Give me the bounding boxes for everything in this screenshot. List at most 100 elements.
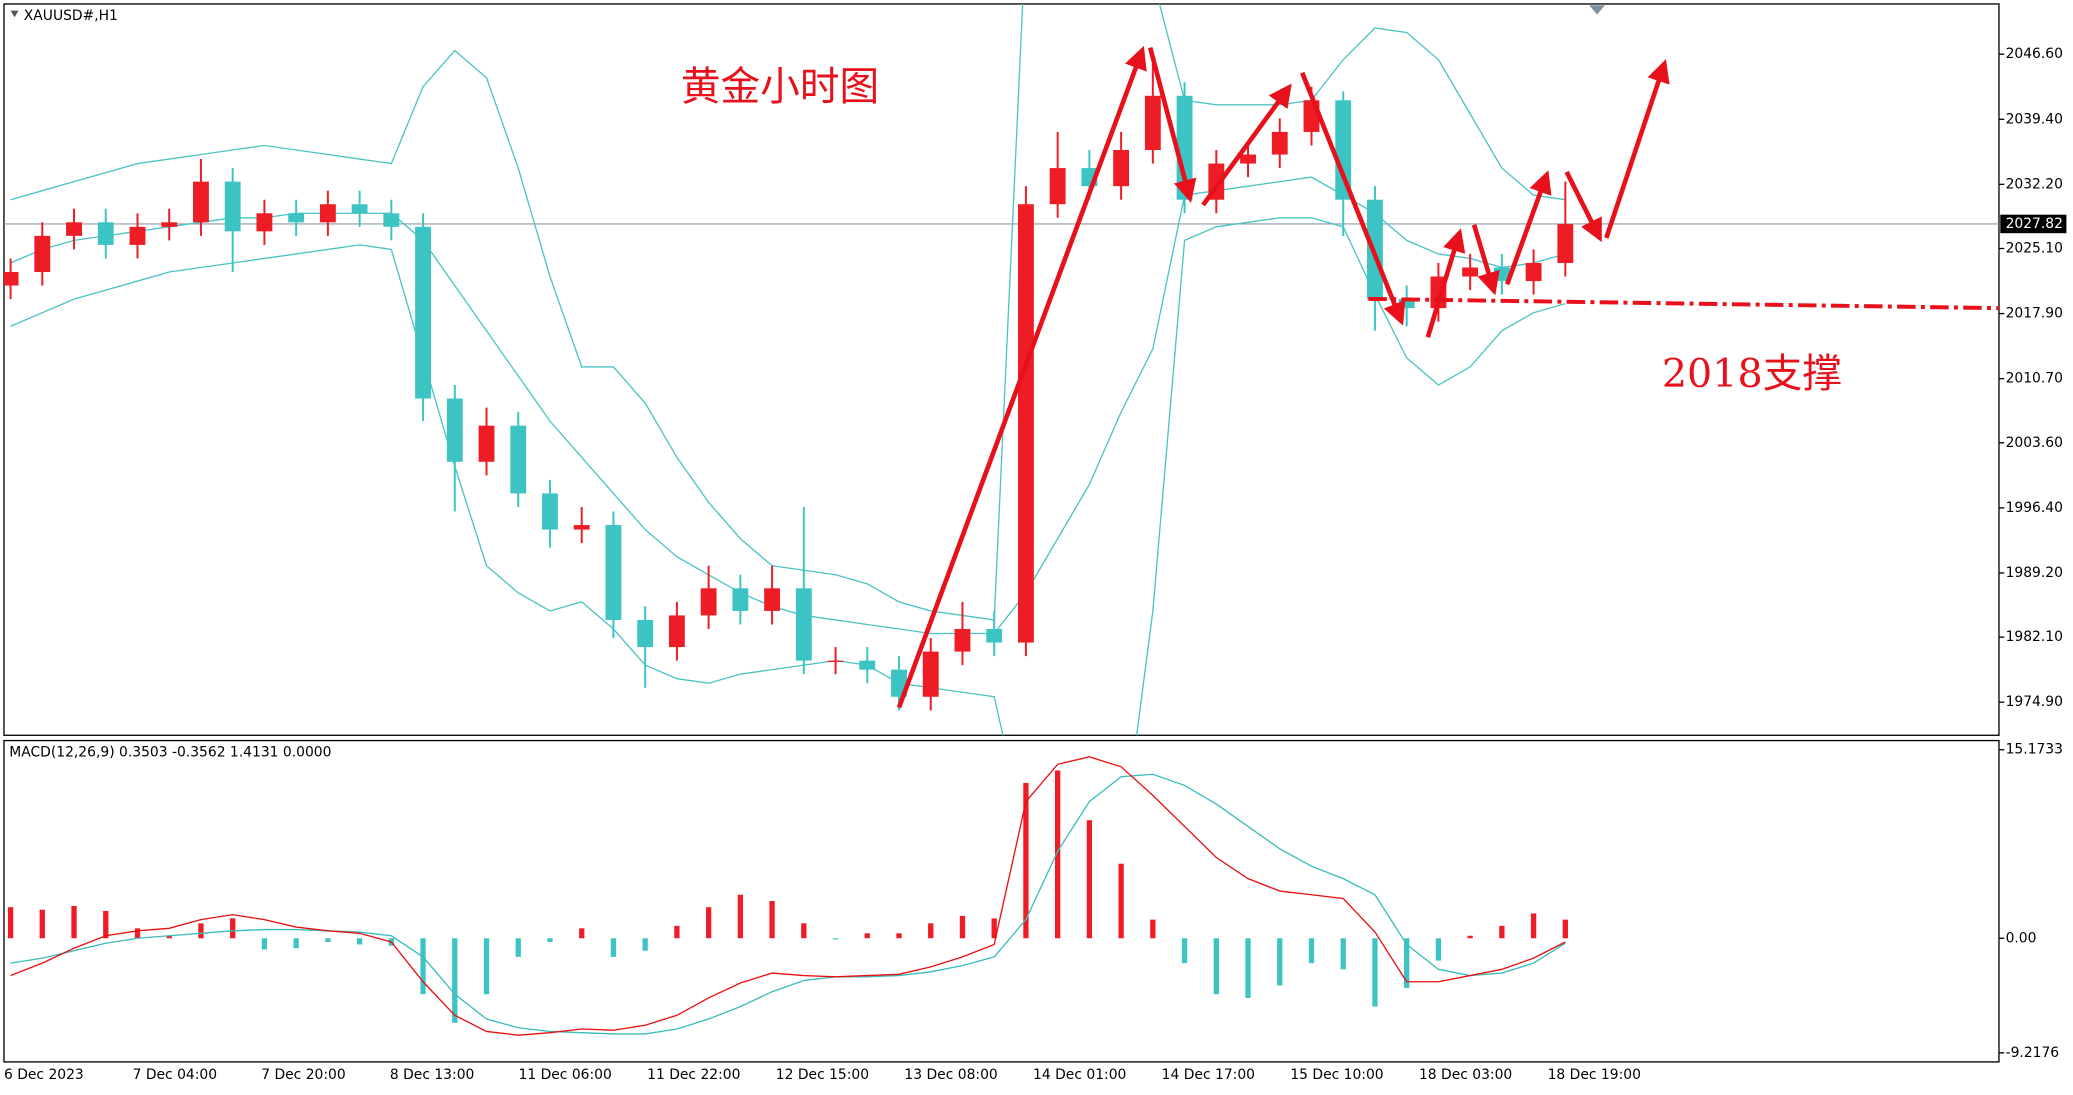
macd-bar <box>1150 919 1156 939</box>
trend-arrows <box>896 45 1670 709</box>
support-note: 2018支撑 <box>1662 351 1842 397</box>
macd-bar <box>1340 938 1346 970</box>
macd-bar <box>261 938 268 950</box>
macd-bar <box>325 938 331 942</box>
candle-body <box>859 660 876 670</box>
macd-bar <box>801 923 807 939</box>
macd-title: MACD(12,26,9) 0.3503 -0.3562 1.4131 0.00… <box>9 744 331 760</box>
y-tick-label: 0.00 <box>2006 930 2037 946</box>
x-tick-label: 18 Dec 03:00 <box>1419 1067 1512 1083</box>
x-tick-label: 8 Dec 13:00 <box>390 1067 474 1083</box>
y-tick-label: 2046.60 <box>2006 46 2063 62</box>
candle-body <box>891 669 907 697</box>
macd-line <box>10 756 1566 1036</box>
macd-bar <box>1213 938 1219 995</box>
candle-body <box>1398 299 1415 309</box>
candle-body <box>795 588 812 661</box>
macd-bar <box>103 910 109 939</box>
candle-body <box>97 222 114 245</box>
x-tick-label: 11 Dec 22:00 <box>647 1067 740 1083</box>
candle-body <box>732 588 749 611</box>
y-tick-label: 2025.10 <box>2006 241 2063 257</box>
macd-bar <box>198 923 204 939</box>
macd-bar <box>769 900 775 939</box>
macd-bar <box>39 909 45 939</box>
y-tick-label: 2010.70 <box>2006 371 2063 387</box>
macd-bar <box>896 933 902 939</box>
last-price-label: 2027.82 <box>2006 216 2063 232</box>
candle-body <box>1113 150 1130 187</box>
macd-bar <box>1372 938 1378 1007</box>
candle-body <box>1271 131 1288 155</box>
bollinger-lower <box>10 217 1566 736</box>
main-panel <box>3 3 2000 736</box>
candle-body <box>161 222 178 227</box>
candle-body <box>129 226 146 245</box>
candle-body <box>66 222 82 236</box>
candle-body <box>1557 224 1574 263</box>
y-tick-label: 1989.20 <box>2006 565 2063 581</box>
macd-bar <box>1245 938 1251 998</box>
macd-bar <box>1277 938 1283 986</box>
macd-panel <box>3 739 2000 1063</box>
x-tick-label: 7 Dec 04:00 <box>133 1067 217 1083</box>
y-tick-label: 1996.40 <box>2006 500 2063 516</box>
macd-bar <box>1086 820 1093 939</box>
macd-bar <box>7 907 14 939</box>
x-tick-label: 6 Dec 2023 <box>4 1067 84 1083</box>
macd-bar <box>705 907 712 939</box>
macd-bar <box>1055 770 1061 939</box>
candle-body <box>1335 100 1352 200</box>
x-tick-label: 11 Dec 06:00 <box>519 1067 612 1083</box>
x-tick-label: 18 Dec 19:00 <box>1548 1067 1641 1083</box>
candle-body <box>510 425 527 494</box>
candle-body <box>446 398 463 462</box>
candle-body <box>700 588 717 616</box>
macd-bar <box>832 938 839 940</box>
macd-bar <box>864 933 870 939</box>
candle-body <box>3 272 19 286</box>
y-tick-label: 2039.40 <box>2006 111 2063 127</box>
macd-bar <box>1435 938 1442 961</box>
macd-bar <box>134 928 141 939</box>
macd-bar <box>1562 919 1568 939</box>
candle-body <box>605 525 622 620</box>
candle-body <box>288 213 305 223</box>
last-price-box <box>2000 214 2067 234</box>
macd-bar <box>420 938 426 995</box>
x-tick-label: 13 Dec 08:00 <box>904 1067 997 1083</box>
candle-body <box>986 628 1003 643</box>
macd-bar <box>293 938 299 949</box>
macd-bar <box>230 918 236 939</box>
candle-body <box>319 204 336 223</box>
symbol-title: XAUUSD#,H1 <box>24 8 118 24</box>
candle-body <box>1462 267 1479 277</box>
y-tick-label: 1982.10 <box>2006 629 2063 645</box>
macd-bar <box>452 938 458 1023</box>
y-tick-label: 2017.90 <box>2006 306 2063 322</box>
axes: 2046.60 2039.40 2032.20 2025.10 2017.90 2010.… <box>4 46 2067 1083</box>
macd-bar <box>579 928 585 939</box>
candle-body <box>637 619 654 648</box>
candle-body <box>415 226 431 399</box>
macd-bar <box>610 938 617 957</box>
candle-body <box>1017 204 1034 643</box>
macd-bar <box>642 938 648 951</box>
macd-bar <box>483 938 490 995</box>
macd-bar <box>991 918 997 939</box>
macd-plot <box>7 756 1568 1036</box>
macd-bar <box>166 935 172 939</box>
macd-bar <box>547 938 553 942</box>
candle-body <box>1525 262 1542 282</box>
candle-body <box>542 493 558 530</box>
candle-body <box>922 651 939 697</box>
candle-body <box>1176 95 1193 200</box>
macd-bar <box>928 923 934 939</box>
macd-bar <box>1118 863 1124 939</box>
y-tick-label: -9.2176 <box>2006 1045 2060 1061</box>
candle-body <box>954 628 971 652</box>
chart-annotation: 黄金小时图 <box>681 64 879 110</box>
candle-body <box>193 181 209 223</box>
macd-bar <box>1499 925 1505 939</box>
